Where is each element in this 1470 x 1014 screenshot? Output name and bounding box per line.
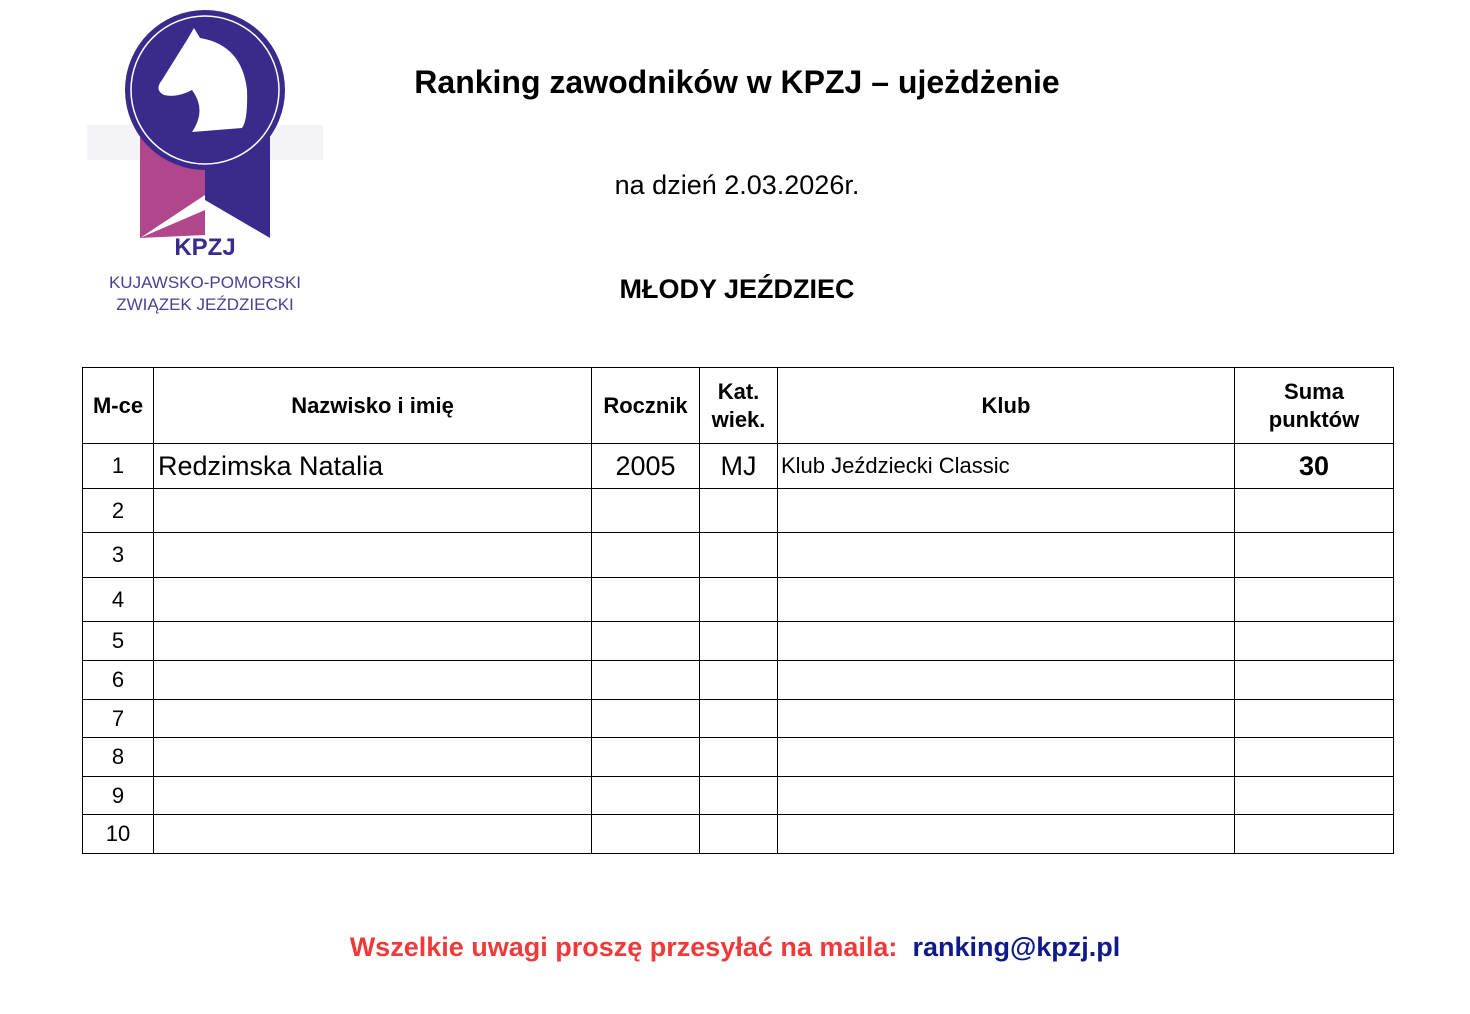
table-row: 1 Redzimska Natalia 2005 MJ Klub Jeździecki …	[82, 443, 1394, 489]
cell-name	[153, 660, 592, 700]
table-row: 4	[82, 577, 1394, 622]
cell-year	[591, 621, 700, 661]
cell-points: 30	[1234, 443, 1394, 489]
logo-abbr: KPZJ	[174, 234, 235, 261]
cell-year	[591, 577, 700, 622]
cell-place: 2	[82, 488, 154, 533]
cell-year	[591, 814, 700, 854]
cell-category	[699, 699, 778, 738]
cell-category	[699, 660, 778, 700]
cell-points	[1234, 577, 1394, 622]
table-header-row: M-ce Nazwisko i imię Rocznik Kat. wiek. …	[82, 367, 1394, 444]
ranking-table: M-ce Nazwisko i imię Rocznik Kat. wiek. …	[82, 367, 1394, 854]
cell-club: Klub Jeździecki Classic	[777, 443, 1235, 489]
cell-name	[153, 776, 592, 815]
cell-year: 2005	[591, 443, 700, 489]
cell-place: 5	[82, 621, 154, 661]
cell-category	[699, 621, 778, 661]
cell-club	[777, 532, 1235, 578]
cell-place: 4	[82, 577, 154, 622]
cell-year	[591, 532, 700, 578]
logo-line1: KUJAWSKO-POMORSKI	[109, 273, 301, 292]
category-heading: MŁODY JEŹDZIEC	[619, 274, 855, 304]
table-row: 6	[82, 660, 1394, 700]
cell-club	[777, 488, 1235, 533]
cell-name	[153, 699, 592, 738]
col-name: Nazwisko i imię	[153, 367, 592, 444]
cell-name	[153, 814, 592, 854]
cell-club	[777, 577, 1235, 622]
cell-points	[1234, 660, 1394, 700]
page-title: Ranking zawodników w KPZJ – ujeżdżenie	[414, 64, 1060, 100]
cell-points	[1234, 621, 1394, 661]
col-points: Suma punktów	[1234, 367, 1394, 444]
cell-points	[1234, 488, 1394, 533]
cell-points	[1234, 776, 1394, 815]
cell-name	[153, 737, 592, 777]
cell-category	[699, 737, 778, 777]
col-place: M-ce	[82, 367, 154, 444]
cell-place: 1	[82, 443, 154, 489]
col-year: Rocznik	[591, 367, 700, 444]
table-row: 7	[82, 699, 1394, 738]
cell-category	[699, 776, 778, 815]
cell-name: Redzimska Natalia	[153, 443, 592, 489]
cell-club	[777, 621, 1235, 661]
cell-club	[777, 737, 1235, 777]
cell-year	[591, 776, 700, 815]
cell-category	[699, 532, 778, 578]
table-row: 3	[82, 532, 1394, 578]
ranking-date: na dzień 2.03.2026r.	[614, 170, 860, 200]
cell-points	[1234, 737, 1394, 777]
cell-category: MJ	[699, 443, 778, 489]
table-row: 8	[82, 737, 1394, 777]
table-row: 9	[82, 776, 1394, 815]
kpzj-logo: KPZJ KUJAWSKO-POMORSKI ZWIĄZEK JEŹDZIECK…	[87, 10, 323, 314]
cell-category	[699, 488, 778, 533]
cell-category	[699, 814, 778, 854]
cell-year	[591, 699, 700, 738]
cell-name	[153, 532, 592, 578]
col-club: Klub	[777, 367, 1235, 444]
email-link[interactable]: ranking@kpzj.pl	[912, 932, 1121, 962]
cell-points	[1234, 814, 1394, 854]
table-row: 10	[82, 814, 1394, 854]
cell-place: 10	[82, 814, 154, 854]
cell-year	[591, 737, 700, 777]
cell-points	[1234, 532, 1394, 578]
cell-category	[699, 577, 778, 622]
cell-place: 9	[82, 776, 154, 815]
cell-club	[777, 699, 1235, 738]
cell-name	[153, 621, 592, 661]
cell-club	[777, 776, 1235, 815]
logo-line2: ZWIĄZEK JEŹDZIECKI	[116, 295, 294, 314]
cell-place: 7	[82, 699, 154, 738]
table-row: 5	[82, 621, 1394, 661]
footer-note: Wszelkie uwagi proszę przesyłać na maila…	[0, 932, 1470, 963]
cell-club	[777, 814, 1235, 854]
cell-place: 6	[82, 660, 154, 700]
col-category: Kat. wiek.	[699, 367, 778, 444]
cell-club	[777, 660, 1235, 700]
footer-text: Wszelkie uwagi proszę przesyłać na maila…	[349, 932, 898, 962]
cell-place: 8	[82, 737, 154, 777]
table-row: 2	[82, 488, 1394, 533]
cell-name	[153, 488, 592, 533]
cell-points	[1234, 699, 1394, 738]
cell-place: 3	[82, 532, 154, 578]
cell-year	[591, 488, 700, 533]
cell-name	[153, 577, 592, 622]
cell-year	[591, 660, 700, 700]
